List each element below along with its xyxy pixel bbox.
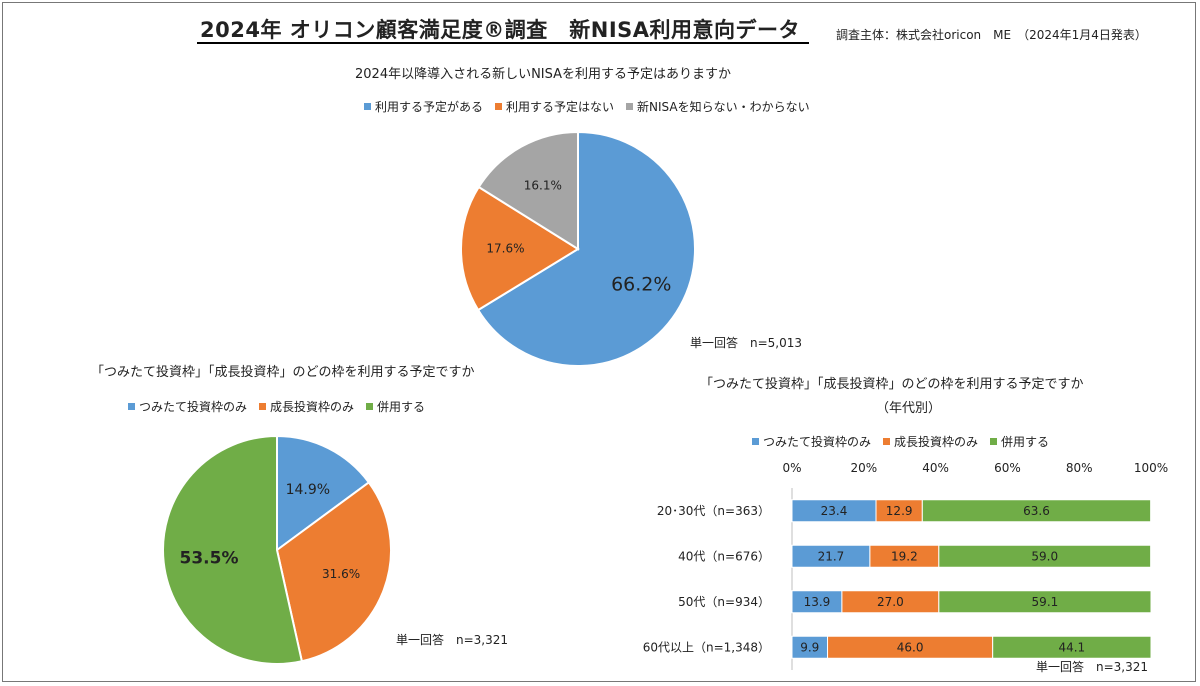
- bar-category-label: 40代（n=676）: [678, 549, 770, 563]
- bar-legend: つみたて投資枠のみ 成長投資枠のみ 併用する: [752, 433, 1061, 450]
- bar-legend-label: つみたて投資枠のみ: [763, 435, 872, 449]
- pie2-legend-label: 併用する: [377, 400, 426, 414]
- pie2-legend-swatch: [366, 403, 374, 410]
- pie2-legend-item: 成長投資枠のみ: [259, 398, 354, 415]
- bar-segment: [921, 499, 1152, 523]
- pie2-slice: [276, 434, 371, 552]
- pie1-title: 2024年以降導入される新しいNISAを利用する予定はありますか: [355, 67, 732, 82]
- bar-value-label: 63.6: [1023, 504, 1050, 518]
- bar-value-label: 27.0: [877, 595, 904, 609]
- pie1-legend-label: 利用する予定がある: [375, 100, 484, 114]
- pie1-slice-label: 17.6%: [486, 242, 524, 256]
- bar-subtitle: （年代別）: [876, 401, 942, 416]
- pie2-slice: [275, 481, 392, 663]
- bar-legend-item: 成長投資枠のみ: [883, 433, 978, 450]
- bar-segment: [938, 544, 1152, 568]
- pie2-slice: [162, 434, 304, 665]
- bar-value-label: 21.7: [818, 549, 845, 563]
- bar-segment: [992, 635, 1152, 659]
- bar-category-label: 60代以上（n=1,348）: [643, 640, 770, 654]
- pie1-slice: [476, 130, 696, 367]
- page-title: 2024年 オリコン顧客満足度®調査 新NISA利用意向データ: [200, 18, 801, 42]
- bar-value-label: 9.9: [800, 640, 819, 654]
- pie1-legend-swatch: [364, 103, 371, 110]
- bar-x-tick-label: 60%: [994, 461, 1021, 475]
- pie1-slice-label: 16.1%: [524, 179, 562, 193]
- pie1-legend-swatch: [626, 103, 634, 110]
- pie1-slice: [477, 130, 579, 251]
- title-underline: [197, 42, 809, 44]
- bar-value-label: 12.9: [886, 504, 913, 518]
- pie2-legend-label: 成長投資枠のみ: [270, 400, 355, 414]
- pie1-legend-item: 利用する予定がある: [364, 98, 483, 115]
- pie1-legend-label: 利用する予定はない: [506, 100, 615, 114]
- pie2-slice-label: 53.5%: [180, 549, 239, 569]
- pie2-slice-label: 31.6%: [322, 567, 360, 581]
- bar-x-tick-label: 0%: [782, 461, 801, 475]
- bar-legend-swatch: [752, 438, 759, 445]
- pie2-slice-label: 14.9%: [286, 482, 330, 498]
- bar-x-tick-label: 100%: [1134, 461, 1168, 475]
- pie2-legend-item: 併用する: [366, 398, 425, 415]
- pie1-note: 単一回答 n=5,013: [690, 336, 803, 350]
- bar-legend-swatch: [883, 438, 891, 445]
- bar-category-label: 20･30代（n=363）: [657, 504, 770, 518]
- bar-value-label: 59.1: [1032, 595, 1059, 609]
- bar-note: 単一回答 n=3,321: [1036, 660, 1149, 674]
- pie1-slice-label: 66.2%: [611, 273, 671, 295]
- bar-value-label: 46.0: [897, 640, 924, 654]
- bar-legend-item: 併用する: [990, 433, 1049, 450]
- pie2-legend: つみたて投資枠のみ 成長投資枠のみ 併用する: [128, 398, 437, 415]
- pie1-slice: [460, 185, 580, 312]
- bar-x-tick-label: 20%: [850, 461, 877, 475]
- bar-legend-swatch: [990, 438, 998, 445]
- pie2-legend-label: つみたて投資枠のみ: [139, 400, 248, 414]
- pie1-legend-item: 新NISAを知らない・わからない: [626, 98, 810, 115]
- pie2-title: 「つみたて投資枠」「成長投資枠」のどの枠を利用する予定ですか: [91, 365, 475, 380]
- bar-value-label: 13.9: [804, 595, 831, 609]
- pie1-legend-label: 新NISAを知らない・わからない: [637, 100, 810, 114]
- bar-category-label: 50代（n=934）: [678, 595, 770, 609]
- bar-legend-item: つみたて投資枠のみ: [752, 433, 871, 450]
- bar-value-label: 19.2: [891, 549, 918, 563]
- bar-x-tick-label: 80%: [1066, 461, 1093, 475]
- pie1-legend: 利用する予定がある 利用する予定はない 新NISAを知らない・わからない: [364, 98, 822, 115]
- bar-value-label: 23.4: [821, 504, 848, 518]
- bar-legend-label: 併用する: [1001, 435, 1050, 449]
- pie2-legend-item: つみたて投資枠のみ: [128, 398, 247, 415]
- bar-legend-label: 成長投資枠のみ: [894, 435, 979, 449]
- pie1-legend-swatch: [495, 103, 503, 110]
- bar-title: 「つみたて投資枠」「成長投資枠」のどの枠を利用する予定ですか: [700, 377, 1084, 392]
- pie2-legend-swatch: [128, 403, 135, 410]
- pie1-legend-item: 利用する予定はない: [495, 98, 614, 115]
- bar-value-label: 59.0: [1031, 549, 1058, 563]
- pie2-note: 単一回答 n=3,321: [396, 633, 509, 647]
- bar-x-tick-label: 40%: [922, 461, 949, 475]
- bar-value-label: 44.1: [1058, 640, 1085, 654]
- bar-segment: [938, 590, 1152, 614]
- pie2-legend-swatch: [259, 403, 267, 410]
- source-credit: 調査主体：株式会社oricon ME （2024年1月4日発表）: [836, 28, 1147, 42]
